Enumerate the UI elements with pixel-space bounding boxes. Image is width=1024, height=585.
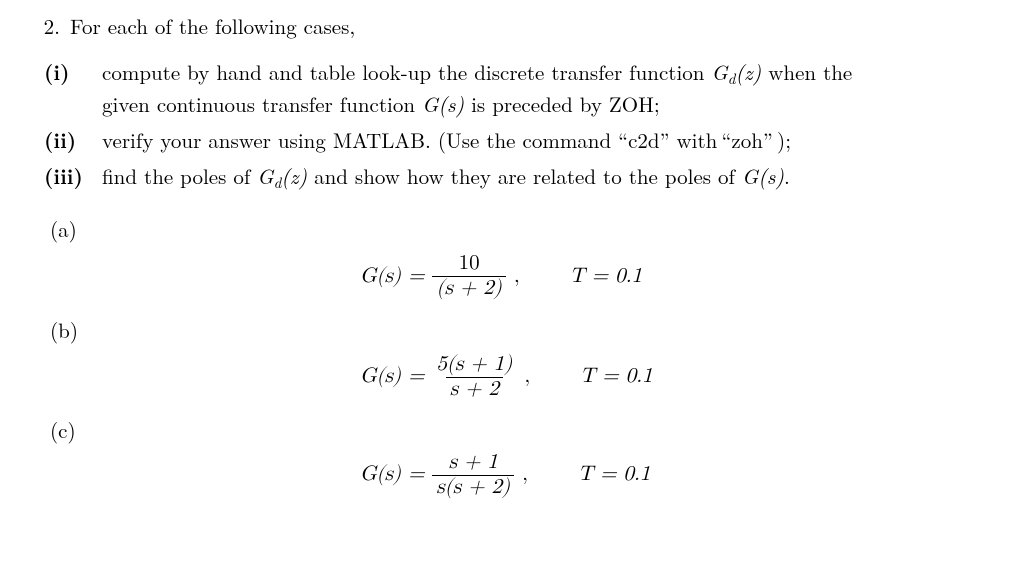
- subpart-ii-label: (ii): [44, 126, 102, 154]
- case-b-den: s + 2: [446, 377, 503, 401]
- case-c-num: s + 1: [445, 452, 502, 475]
- case-a-gs: G(s) = 10 (s + 2) ,: [360, 253, 520, 300]
- case-c-fraction: s + 1 s(s + 2): [432, 452, 514, 499]
- page: 2. For each of the following cases, (i) …: [0, 0, 1024, 504]
- case-c-den: s(s + 2): [432, 475, 514, 499]
- case-b: (b) G(s) = 5(s + 1) s + 2 , T = 0.1: [50, 316, 988, 408]
- case-c-gs: G(s) = s + 1 s(s + 2) ,: [360, 452, 528, 499]
- case-a-lhs: G(s) =: [360, 263, 424, 291]
- case-a-equation: G(s) = 10 (s + 2) , T = 0.1: [50, 246, 988, 308]
- subpart-i-body: compute by hand and table look-up the di…: [102, 58, 988, 118]
- gdz-symbol: Gd(z): [711, 57, 761, 87]
- case-a-label: (a): [50, 215, 988, 243]
- subpart-ii: (ii) verify your answer using MATLAB. (U…: [44, 126, 988, 154]
- question-number: 2.: [12, 12, 70, 40]
- case-b-num: 5(s + 1): [432, 354, 516, 377]
- subpart-iii-body: find the poles of Gd(z) and show how the…: [102, 162, 988, 193]
- case-c-label: (c): [50, 416, 988, 444]
- case-a: (a) G(s) = 10 (s + 2) , T = 0.1: [50, 215, 988, 307]
- case-a-T: T = 0.1: [570, 263, 642, 291]
- case-list: (a) G(s) = 10 (s + 2) , T = 0.1 (b) G(s)…: [50, 215, 988, 504]
- subpart-list: (i) compute by hand and table look-up th…: [44, 58, 988, 193]
- case-c-equation: G(s) = s + 1 s(s + 2) , T = 0.1: [50, 446, 988, 504]
- case-b-gs: G(s) = 5(s + 1) s + 2 ,: [360, 354, 530, 401]
- case-b-fraction: 5(s + 1) s + 2: [432, 354, 516, 401]
- subpart-ii-body: verify your answer using MATLAB. (Use th…: [102, 126, 988, 154]
- case-c: (c) G(s) = s + 1 s(s + 2) , T = 0.1: [50, 416, 988, 504]
- subpart-iii-text-b: and show how they are related to the pol…: [307, 161, 742, 191]
- case-c-T: T = 0.1: [578, 461, 650, 489]
- subpart-i-line2-b: is preceded by ZOH;: [464, 89, 660, 119]
- case-a-fraction: 10 (s + 2): [432, 253, 505, 300]
- case-a-num: 10: [455, 253, 484, 276]
- case-b-T: T = 0.1: [580, 363, 652, 391]
- subpart-i: (i) compute by hand and table look-up th…: [44, 58, 988, 118]
- case-a-comma: ,: [514, 263, 520, 291]
- question-intro: For each of the following cases,: [70, 12, 988, 40]
- subpart-i-text-a: compute by hand and table look-up the di…: [102, 57, 711, 87]
- gs-symbol: G(s): [422, 89, 464, 119]
- subpart-i-text-b: when the: [761, 57, 852, 87]
- subpart-iii-label: (iii): [44, 162, 102, 190]
- subpart-i-line2-a: given continuous transfer function: [102, 89, 422, 119]
- subpart-i-label: (i): [44, 58, 102, 86]
- gs-symbol-2: G(s): [742, 161, 784, 191]
- case-b-label: (b): [50, 316, 988, 344]
- question-row: 2. For each of the following cases,: [12, 12, 988, 40]
- case-b-equation: G(s) = 5(s + 1) s + 2 , T = 0.1: [50, 346, 988, 408]
- case-b-lhs: G(s) =: [360, 363, 424, 391]
- case-a-den: (s + 2): [432, 276, 505, 300]
- case-c-comma: ,: [522, 461, 528, 489]
- case-b-comma: ,: [524, 363, 530, 391]
- case-c-lhs: G(s) =: [360, 461, 424, 489]
- subpart-iii-text-a: find the poles of: [102, 161, 257, 191]
- subpart-iii-text-c: .: [784, 161, 790, 191]
- gdz-symbol-2: Gd(z): [257, 161, 307, 191]
- subpart-iii: (iii) find the poles of Gd(z) and show h…: [44, 162, 988, 193]
